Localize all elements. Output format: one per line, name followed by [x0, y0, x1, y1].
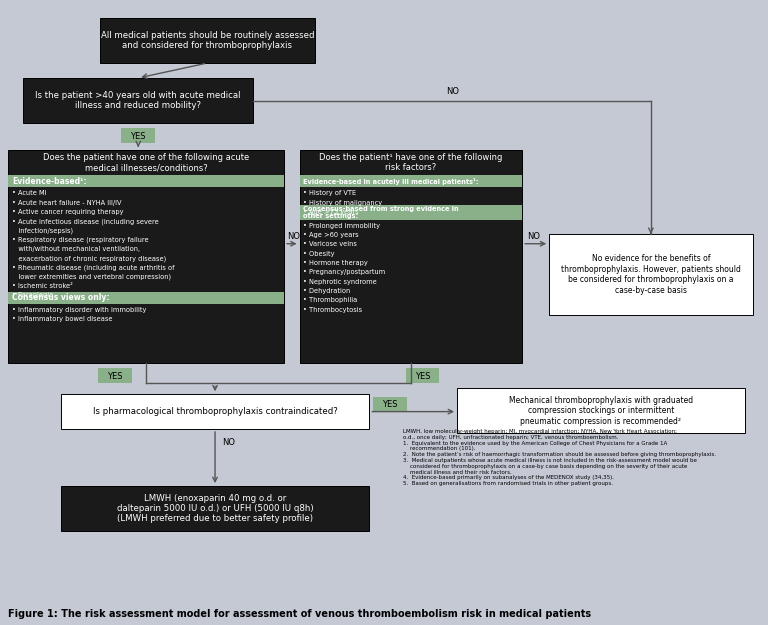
Text: LMWH (enoxaparin 40 mg o.d. or
dalteparin 5000 IU o.d.) or UFH (5000 IU q8h)
(LM: LMWH (enoxaparin 40 mg o.d. or daltepari… — [117, 494, 313, 523]
FancyBboxPatch shape — [457, 388, 745, 433]
Text: Evidence-based in acutely ill medical patients¹:: Evidence-based in acutely ill medical pa… — [303, 177, 479, 185]
Text: • Inflammatory bowel disease: • Inflammatory bowel disease — [12, 316, 113, 322]
Text: Does the patient have one of the following acute
medical illnesses/conditions?: Does the patient have one of the followi… — [43, 153, 249, 173]
Text: • Dehydration: • Dehydration — [303, 288, 351, 294]
Text: • Thrombophilia: • Thrombophilia — [303, 298, 358, 303]
Text: • Age >75 years: • Age >75 years — [303, 209, 359, 215]
Text: • Pregnancy/postpartum: • Pregnancy/postpartum — [303, 269, 386, 276]
FancyBboxPatch shape — [406, 368, 439, 383]
FancyBboxPatch shape — [98, 368, 132, 383]
Text: infection/sepsis): infection/sepsis) — [12, 228, 74, 234]
Text: • History of malignancy: • History of malignancy — [303, 199, 382, 206]
Text: Consensus-based from strong evidence in
other settings:: Consensus-based from strong evidence in … — [303, 206, 459, 219]
Text: • Acute heart failure - NYHA III/IV: • Acute heart failure - NYHA III/IV — [12, 199, 122, 206]
FancyBboxPatch shape — [8, 175, 284, 188]
Text: • Paraplegia: • Paraplegia — [12, 292, 54, 299]
Text: Figure 1: The risk assessment model for assessment of venous thromboembolism ris: Figure 1: The risk assessment model for … — [8, 609, 591, 619]
Text: No evidence for the benefits of
thromboprophylaxis. However, patients should
be : No evidence for the benefits of thrombop… — [561, 254, 741, 294]
FancyBboxPatch shape — [8, 150, 284, 363]
Text: • Respiratory disease (respiratory failure: • Respiratory disease (respiratory failu… — [12, 237, 149, 243]
Text: YES: YES — [108, 372, 123, 381]
FancyBboxPatch shape — [300, 205, 522, 220]
FancyBboxPatch shape — [23, 78, 253, 123]
Text: • Acute MI: • Acute MI — [12, 190, 47, 196]
FancyBboxPatch shape — [300, 150, 522, 363]
Text: Is pharmacological thromboprophylaxis contraindicated?: Is pharmacological thromboprophylaxis co… — [93, 407, 337, 416]
Text: lower extremities and vertebral compression): lower extremities and vertebral compress… — [12, 274, 171, 281]
Text: NO: NO — [445, 87, 458, 96]
Text: Mechanical thromboprophylaxis with graduated
compression stockings or intermitte: Mechanical thromboprophylaxis with gradu… — [509, 396, 693, 426]
FancyBboxPatch shape — [8, 292, 284, 304]
Text: • Inflammatory disorder with immobility: • Inflammatory disorder with immobility — [12, 307, 147, 312]
Text: • Acute infectious disease (including severe: • Acute infectious disease (including se… — [12, 218, 159, 224]
Text: • Prolonged immobility: • Prolonged immobility — [303, 223, 380, 229]
Text: exacerbation of chronic respiratory disease): exacerbation of chronic respiratory dise… — [12, 255, 167, 262]
Text: • Age >60 years: • Age >60 years — [303, 232, 359, 238]
Text: All medical patients should be routinely assessed
and considered for thromboprop: All medical patients should be routinely… — [101, 31, 314, 50]
Text: • Nephrotic syndrome: • Nephrotic syndrome — [303, 279, 377, 285]
Text: Does the patient¹ have one of the following
risk factors?: Does the patient¹ have one of the follow… — [319, 153, 502, 173]
Text: Consensus views only:: Consensus views only: — [12, 293, 110, 302]
Text: YES: YES — [131, 132, 146, 141]
FancyBboxPatch shape — [61, 394, 369, 429]
Text: • Rheumatic disease (including acute arthritis of: • Rheumatic disease (including acute art… — [12, 264, 175, 271]
Text: with/without mechanical ventilation,: with/without mechanical ventilation, — [12, 246, 141, 252]
Text: YES: YES — [415, 372, 430, 381]
FancyBboxPatch shape — [549, 234, 753, 315]
Text: Is the patient >40 years old with acute medical
illness and reduced mobility?: Is the patient >40 years old with acute … — [35, 91, 241, 110]
Text: • Ischemic stroke²: • Ischemic stroke² — [12, 283, 73, 289]
FancyBboxPatch shape — [373, 397, 407, 412]
Text: • Thrombocytosis: • Thrombocytosis — [303, 307, 362, 312]
FancyBboxPatch shape — [121, 128, 155, 143]
FancyBboxPatch shape — [100, 18, 315, 63]
Text: NO: NO — [223, 438, 235, 447]
Text: LMWH, low molecular-weight heparin; MI, myocardial infarction; NYHA, New York He: LMWH, low molecular-weight heparin; MI, … — [403, 429, 717, 486]
FancyBboxPatch shape — [61, 486, 369, 531]
Text: • Obesity: • Obesity — [303, 251, 335, 257]
Text: NO: NO — [287, 232, 300, 241]
FancyBboxPatch shape — [300, 175, 522, 188]
Text: Evidence-based¹:: Evidence-based¹: — [12, 177, 87, 186]
Text: • Hormone therapy: • Hormone therapy — [303, 260, 368, 266]
Text: YES: YES — [382, 400, 398, 409]
Text: NO: NO — [528, 232, 540, 241]
Text: • Varicose veins: • Varicose veins — [303, 241, 357, 248]
Text: • History of VTE: • History of VTE — [303, 190, 356, 196]
Text: • Active cancer requiring therapy: • Active cancer requiring therapy — [12, 209, 124, 215]
